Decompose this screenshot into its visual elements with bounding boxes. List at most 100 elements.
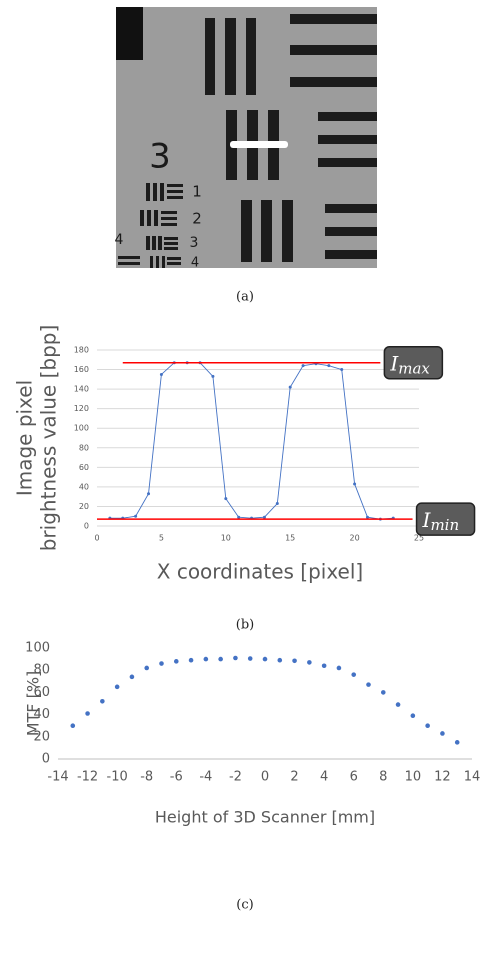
data-point: [410, 713, 416, 719]
y-tick-label: 40: [33, 707, 50, 722]
data-point: [353, 482, 357, 486]
y-tick-label: 20: [33, 729, 50, 744]
annotation: Imin: [422, 508, 460, 535]
data-point: [211, 374, 215, 378]
x-tick-label: 10: [405, 770, 422, 785]
image-marker: [230, 141, 288, 148]
caption: (b): [236, 618, 254, 633]
data-point: [262, 515, 266, 519]
data-point: [288, 385, 292, 389]
y-tick-label: 20: [79, 502, 89, 511]
data-point: [85, 711, 90, 716]
data-point: [233, 655, 238, 661]
annotation-sub: max: [398, 360, 430, 378]
y-tick-label: 60: [79, 463, 89, 472]
image-label: 4: [115, 232, 124, 248]
data-point: [340, 368, 344, 372]
y-axis-label: MTF [%]: [24, 671, 43, 737]
x-axis-label: X coordinates [pixel]: [157, 560, 363, 584]
x-tick-label: 12: [434, 770, 451, 785]
y-tick-label: 100: [74, 424, 89, 433]
y-axis-label: Image pixel: [13, 380, 37, 496]
y-tick-label: 160: [74, 365, 89, 374]
x-tick-label: 0: [94, 534, 99, 543]
x-tick-label: -8: [140, 770, 153, 785]
image-label: 4: [191, 256, 199, 271]
y-tick-label: 100: [25, 641, 50, 656]
x-tick-label: -6: [170, 770, 183, 785]
data-point: [224, 497, 228, 501]
data-point: [292, 658, 297, 664]
data-point: [100, 698, 105, 704]
y-tick-label: 60: [33, 685, 50, 700]
data-point: [327, 364, 331, 368]
y-tick-label: 0: [84, 522, 89, 531]
data-point: [425, 723, 430, 728]
data-point: [188, 657, 194, 663]
x-tick-label: 10: [221, 534, 231, 543]
annotation-box: [415, 502, 476, 536]
y-tick-label: 80: [33, 663, 50, 678]
data-point: [237, 515, 241, 519]
x-tick-label: 15: [285, 534, 295, 543]
image-label: 3: [149, 137, 171, 177]
x-tick-label: 14: [464, 770, 481, 785]
x-tick-label: 6: [350, 770, 358, 785]
x-axis-label: Height of 3D Scanner [mm]: [155, 808, 375, 827]
data-point: [336, 665, 342, 671]
y-tick-label: 0: [42, 752, 50, 767]
data-point: [144, 665, 150, 671]
data-point: [114, 684, 120, 690]
caption: (a): [236, 290, 254, 305]
x-tick-label: 20: [350, 534, 360, 543]
data-point: [203, 656, 209, 662]
x-tick-label: -12: [77, 770, 98, 785]
data-point: [173, 659, 179, 664]
data-point: [440, 731, 445, 736]
image-label: 1: [192, 183, 202, 201]
x-tick-label: -10: [107, 770, 128, 785]
data-point: [380, 690, 386, 695]
annotation-main: I: [422, 508, 432, 532]
data-point: [70, 723, 76, 728]
data-point: [147, 492, 151, 496]
image-label: 2: [192, 210, 202, 228]
annotation: Imax: [389, 351, 430, 378]
annotation-box: [383, 345, 444, 380]
annotation-sub: min: [430, 516, 459, 534]
image-bar: [116, 7, 143, 60]
data-point: [365, 515, 369, 519]
y-tick-label: 180: [74, 346, 89, 355]
x-tick-label: -2: [229, 770, 242, 785]
data-point: [321, 663, 327, 669]
x-tick-label: 8: [379, 770, 387, 785]
annotation-main: I: [389, 351, 399, 375]
data-point: [395, 702, 401, 707]
y-tick-label: 80: [79, 443, 89, 452]
x-tick-label: 0: [261, 770, 269, 785]
data-point: [277, 657, 283, 663]
x-tick-label: 4: [320, 770, 328, 785]
data-line: [109, 362, 394, 520]
data-point: [307, 660, 312, 665]
x-tick-label: 5: [159, 534, 164, 543]
image-label: 3: [190, 235, 199, 251]
data-point: [301, 364, 305, 368]
data-point: [454, 740, 460, 745]
data-point: [247, 656, 253, 661]
y-tick-label: 120: [74, 404, 89, 413]
data-point: [262, 656, 268, 662]
y-tick-label: 40: [79, 482, 89, 491]
target-image: 3 1 2 3 4 4: [115, 7, 377, 271]
x-tick-label: -14: [47, 770, 68, 785]
data-point: [218, 656, 223, 662]
caption: (c): [236, 898, 253, 913]
x-tick-label: 2: [290, 770, 298, 785]
y-tick-label: 140: [74, 385, 89, 394]
data-point: [134, 514, 138, 518]
data-point: [366, 682, 371, 687]
x-tick-label: 25: [414, 534, 424, 543]
data-point: [275, 502, 279, 506]
data-point: [129, 674, 135, 680]
